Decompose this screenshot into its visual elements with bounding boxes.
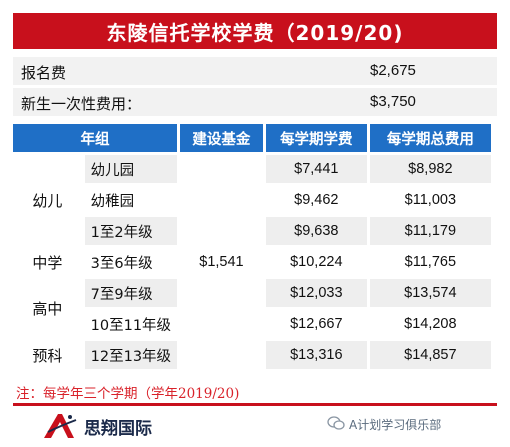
group-label-kindergarten: 幼儿 [13,155,82,245]
tuition-cell: $9,638 [265,217,367,245]
tuition-cell: $10,224 [290,254,343,270]
grade-cell: 7至9年级 [84,279,177,307]
registration-fee-label: 报名费 [21,64,67,82]
total-cell: $14,857 [369,341,491,369]
grade-cell: 幼稚园 [90,193,135,210]
total-cell: $11,003 [404,192,457,208]
tuition-cell: $9,462 [294,192,339,208]
building-fund-cell: $1,541 [179,155,263,369]
header-building-fund: 建设基金 [179,124,263,152]
header-grade: 年组 [13,124,177,152]
new-student-fee-label: 新生一次性费用： [21,95,142,113]
registration-fee-row: 报名费 $2,675 [13,57,497,85]
registration-fee-value: $2,675 [370,62,416,79]
table-row: 10至11年级 $12,667 $14,208 [13,310,491,338]
table-row: 1至2年级 $9,638 $11,179 [13,217,491,245]
group-label-preuniversity: 预科 [13,341,82,369]
header-tuition: 每学期学费 [265,124,367,152]
brand-name: 思翔国际 [84,419,152,439]
grade-cell: 1至2年级 [84,217,177,245]
header-total: 每学期总费用 [369,124,491,152]
table-row: 高中 7至9年级 $12,033 $13,574 [13,279,491,338]
total-cell: $11,179 [369,217,491,245]
fee-table: 年组 建设基金 每学期学费 每学期总费用 幼儿 幼儿园 $1,541 $7,44… [10,121,494,372]
total-cell: $13,574 [369,279,491,307]
new-student-fee-value: $3,750 [370,93,416,110]
grade-cell: 12至13年级 [84,341,177,369]
table-row: 预科 12至13年级 $13,316 $14,857 [13,341,491,369]
table-row: 中学 3至6年级 $10,224 $11,765 [13,248,491,276]
group-label-secondary: 高中 [13,279,82,338]
grade-cell: 10至11年级 [90,317,172,334]
tuition-cell: $12,667 [290,316,343,332]
total-cell: $11,765 [404,254,457,270]
table-row: 幼稚园 $9,462 $11,003 [13,186,491,214]
footnote: 注：每学年三个学期（学年2019/20) [16,386,240,402]
tuition-cell: $12,033 [265,279,367,307]
watermark-text: A计划学习俱乐部 [349,418,442,432]
table-row: 幼儿 幼儿园 $1,541 $7,441 $8,982 [13,155,491,369]
brand-logo-icon [44,414,77,438]
table-header-row: 年组 建设基金 每学期学费 每学期总费用 [13,124,491,152]
total-cell: $8,982 [369,155,491,183]
grade-cell: 幼儿园 [84,155,177,183]
tuition-cell: $13,316 [265,341,367,369]
page-title: 东陵信托学校学费（2019/20) [13,13,497,49]
wechat-icon [327,416,345,430]
new-student-fee-row: 新生一次性费用： $3,750 [13,88,497,116]
group-label-primary: 中学 [13,248,82,276]
footer-divider [13,403,497,406]
tuition-cell: $7,441 [265,155,367,183]
grade-cell: 3至6年级 [90,255,153,272]
total-cell: $14,208 [404,316,457,332]
